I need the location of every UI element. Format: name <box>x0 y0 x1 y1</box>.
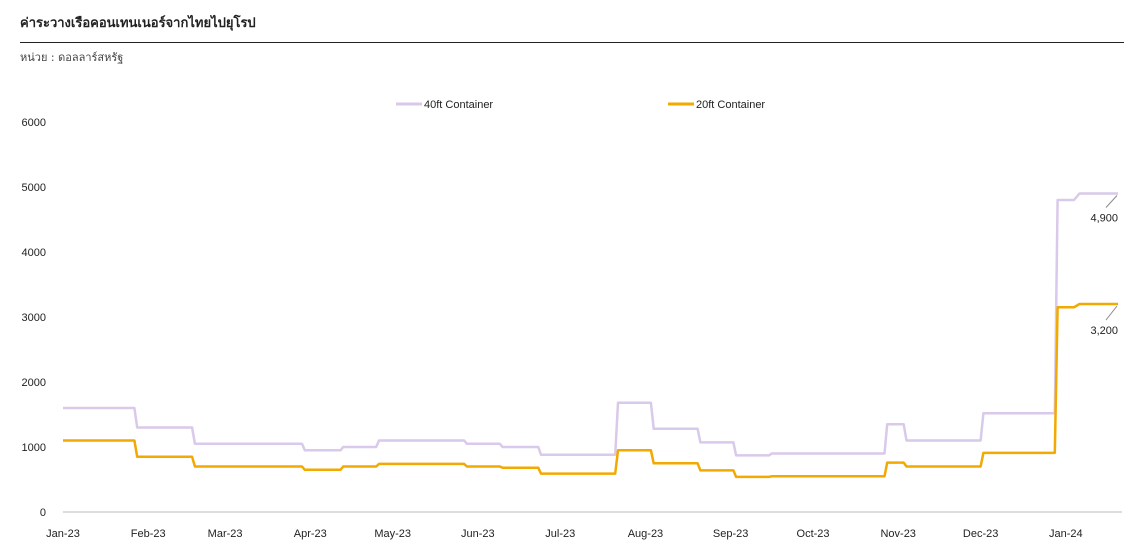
x-tick-label: Jan-23 <box>46 528 80 540</box>
y-tick-label: 2000 <box>22 377 46 389</box>
legend-label: 20ft Container <box>696 99 765 111</box>
x-tick-label: Jul-23 <box>545 528 575 540</box>
series-line <box>63 302 1118 479</box>
x-tick-label: Apr-23 <box>294 528 327 540</box>
y-tick-label: 0 <box>40 507 46 519</box>
x-tick-label: Oct-23 <box>797 528 830 540</box>
y-tick-label: 6000 <box>22 117 46 129</box>
x-tick-label: Nov-23 <box>880 528 915 540</box>
data-label: 4,900 <box>1090 213 1118 225</box>
y-tick-label: 3000 <box>22 312 46 324</box>
x-tick-label: May-23 <box>374 528 411 540</box>
data-label-leader <box>1105 305 1118 321</box>
x-tick-label: Dec-23 <box>963 528 998 540</box>
y-tick-label: 4000 <box>22 247 46 259</box>
x-tick-label: Feb-23 <box>131 528 166 540</box>
chart-title: ค่าระวางเรือคอนเทนเนอร์จากไทยไปยุโรป <box>20 16 256 31</box>
series-line <box>63 192 1118 457</box>
x-tick-label: Mar-23 <box>208 528 243 540</box>
x-tick-label: Jun-23 <box>461 528 495 540</box>
legend-label: 40ft Container <box>424 99 493 111</box>
data-label: 3,200 <box>1090 325 1118 337</box>
x-tick-label: Sep-23 <box>713 528 748 540</box>
x-tick-label: Jan-24 <box>1049 528 1083 540</box>
data-label-leader <box>1105 195 1118 208</box>
unit-label: หน่วย : ดอลลาร์สหรัฐ <box>20 51 124 64</box>
title-divider <box>20 42 1124 43</box>
y-tick-label: 1000 <box>22 442 46 454</box>
y-tick-label: 5000 <box>22 182 46 194</box>
x-tick-label: Aug-23 <box>628 528 663 540</box>
